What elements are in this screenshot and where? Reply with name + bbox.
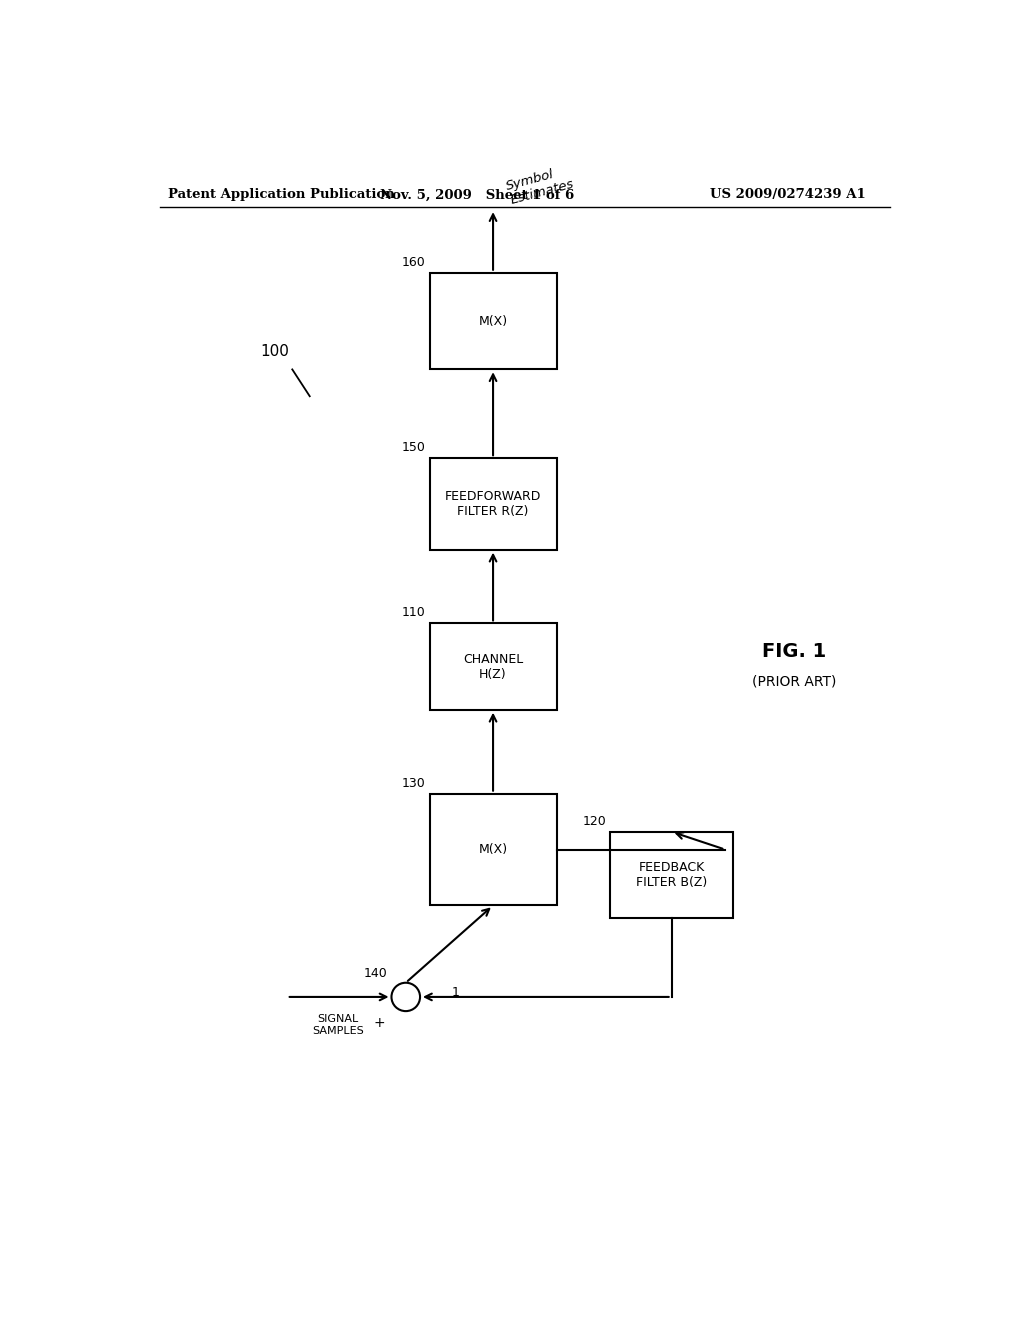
Text: (PRIOR ART): (PRIOR ART) <box>753 675 837 689</box>
Text: 1: 1 <box>452 986 460 999</box>
Text: Patent Application Publication: Patent Application Publication <box>168 189 394 202</box>
Text: Nov. 5, 2009   Sheet 1 of 6: Nov. 5, 2009 Sheet 1 of 6 <box>380 189 574 202</box>
Bar <box>430 623 557 710</box>
Text: 140: 140 <box>364 966 387 979</box>
Text: 110: 110 <box>401 606 426 619</box>
Bar <box>430 273 557 370</box>
Bar <box>430 793 557 906</box>
Text: FEEDBACK
FILTER B(Z): FEEDBACK FILTER B(Z) <box>636 861 708 888</box>
Text: 120: 120 <box>583 814 606 828</box>
Text: FEEDFORWARD
FILTER R(Z): FEEDFORWARD FILTER R(Z) <box>444 490 542 517</box>
Text: 100: 100 <box>260 345 289 359</box>
Text: FIG. 1: FIG. 1 <box>763 642 826 661</box>
Text: 160: 160 <box>401 256 426 269</box>
Text: +: + <box>374 1016 385 1030</box>
Text: 130: 130 <box>401 776 426 789</box>
Text: SIGNAL
SAMPLES: SIGNAL SAMPLES <box>312 1014 365 1036</box>
Bar <box>610 832 733 919</box>
Bar <box>430 458 557 549</box>
Text: 150: 150 <box>401 441 426 454</box>
Text: Symbol
Estimates: Symbol Estimates <box>505 164 575 207</box>
Ellipse shape <box>391 982 420 1011</box>
Text: M(X): M(X) <box>478 314 508 327</box>
Text: US 2009/0274239 A1: US 2009/0274239 A1 <box>711 189 866 202</box>
Text: M(X): M(X) <box>478 843 508 857</box>
Text: CHANNEL
H(Z): CHANNEL H(Z) <box>463 652 523 681</box>
